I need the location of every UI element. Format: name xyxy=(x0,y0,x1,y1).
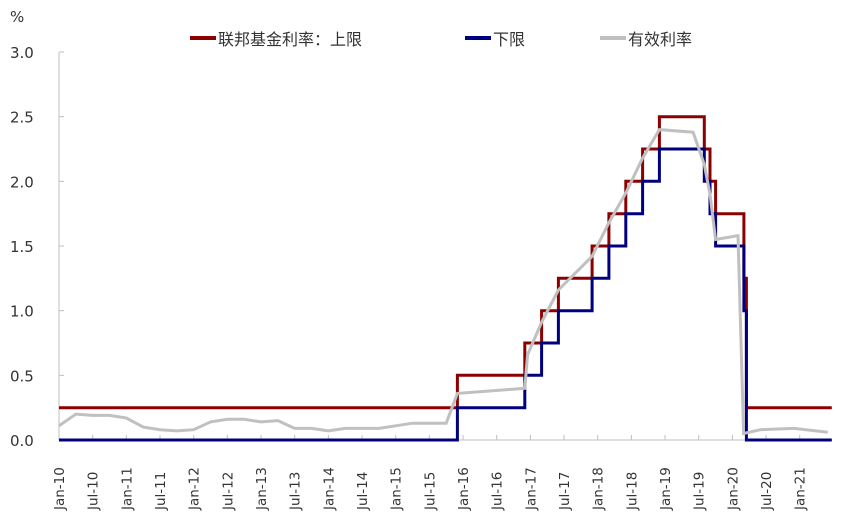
chart-legend: 联邦基金利率：上限 下限 有效利率 xyxy=(0,26,856,50)
x-tick-label: Jan-11 xyxy=(119,467,135,511)
y-axis-unit-label: % xyxy=(10,8,25,26)
legend-item-lower-bound: 下限 xyxy=(465,26,525,50)
x-tick-label: Jan-21 xyxy=(793,467,809,511)
y-tick-label: 0.5 xyxy=(10,367,34,385)
x-tick-label: Jan-19 xyxy=(658,467,674,511)
x-tick-label: Jul-15 xyxy=(422,472,438,511)
effective-rate-line xyxy=(58,128,828,436)
y-tick-label: 2.5 xyxy=(10,109,34,127)
legend-item-upper-bound: 联邦基金利率：上限 xyxy=(190,26,362,50)
x-tick-label: Jul-20 xyxy=(759,472,775,511)
x-tick-label: Jul-13 xyxy=(288,472,304,511)
x-tick-label: Jan-12 xyxy=(187,467,203,511)
y-tick-label: 1.5 xyxy=(10,238,34,256)
plot-area xyxy=(58,115,832,442)
y-tick-label: 1.0 xyxy=(10,303,34,321)
lower-bound-line xyxy=(59,147,832,442)
legend-swatch-effective xyxy=(600,36,626,40)
x-tick-label: Jan-10 xyxy=(52,467,68,511)
x-tick-label: Jul-19 xyxy=(692,472,708,511)
x-tick-label: Jul-16 xyxy=(490,472,506,511)
y-tick-label: 3.0 xyxy=(10,44,34,62)
y-tick-label: 0.0 xyxy=(10,432,34,450)
x-tick-label: Jul-14 xyxy=(355,472,371,511)
x-axis: Jan-10 Jul-10 Jan-11 Jul-11 Jan-12 Jul-12 Jan-… xyxy=(52,435,832,511)
x-tick-label: Jan-14 xyxy=(321,467,337,511)
x-tick-label: Jul-17 xyxy=(557,472,573,511)
x-tick-label: Jul-11 xyxy=(153,472,169,511)
y-tick-label: 2.0 xyxy=(10,173,34,191)
x-tick-label: Jul-10 xyxy=(86,472,102,511)
legend-item-effective-rate: 有效利率 xyxy=(600,26,692,50)
legend-swatch-upper xyxy=(190,36,216,40)
legend-label-effective: 有效利率 xyxy=(628,30,693,49)
upper-bound-line xyxy=(59,115,832,410)
x-tick-label: Jan-13 xyxy=(254,467,270,511)
x-tick-label: Jan-16 xyxy=(456,467,472,511)
legend-label-lower: 下限 xyxy=(493,30,526,49)
x-tick-label: Jan-15 xyxy=(389,467,405,511)
y-axis: 0.0 0.5 1.0 1.5 2.0 2.5 3.0 xyxy=(10,44,64,450)
x-tick-label: Jul-12 xyxy=(220,472,236,511)
x-tick-label: Jul-18 xyxy=(624,472,640,511)
x-tick-label: Jan-17 xyxy=(523,467,539,511)
legend-label-upper: 联邦基金利率：上限 xyxy=(218,30,363,49)
x-tick-label: Jan-20 xyxy=(725,467,741,511)
legend-swatch-lower xyxy=(465,36,491,40)
x-tick-label: Jan-18 xyxy=(591,467,607,511)
